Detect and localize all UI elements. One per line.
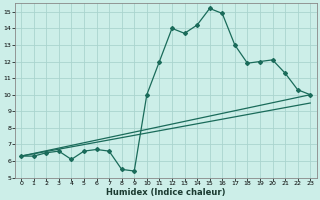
X-axis label: Humidex (Indice chaleur): Humidex (Indice chaleur) <box>106 188 225 197</box>
